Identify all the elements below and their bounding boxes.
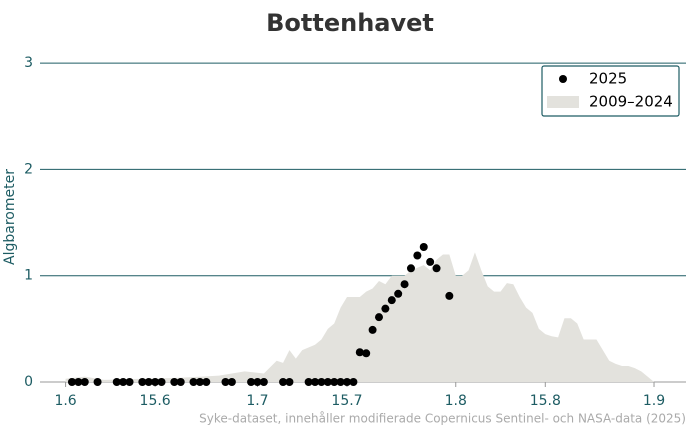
point bbox=[413, 251, 422, 260]
point bbox=[112, 378, 121, 386]
point bbox=[93, 378, 102, 386]
point bbox=[227, 378, 236, 386]
legend-label: 2009–2024 bbox=[589, 93, 673, 111]
x-tick-label: 1.6 bbox=[54, 393, 76, 409]
y-tick-label: 0 bbox=[24, 374, 33, 390]
point bbox=[432, 264, 441, 273]
point bbox=[247, 378, 256, 386]
area bbox=[65, 252, 655, 382]
point bbox=[202, 378, 211, 386]
point bbox=[304, 378, 313, 386]
point bbox=[253, 378, 262, 386]
point bbox=[221, 378, 230, 386]
point bbox=[330, 378, 339, 386]
point bbox=[381, 304, 390, 313]
point bbox=[374, 313, 383, 322]
y-tick-label: 1 bbox=[24, 268, 33, 284]
point bbox=[323, 378, 332, 386]
point bbox=[151, 378, 160, 386]
chart-title: Bottenhavet bbox=[266, 9, 434, 37]
legend-marker bbox=[559, 75, 567, 83]
point bbox=[189, 378, 198, 386]
point bbox=[317, 378, 326, 386]
point bbox=[144, 378, 153, 386]
x-tick-label: 1.7 bbox=[246, 393, 268, 409]
x-tick-label: 1.9 bbox=[643, 393, 665, 409]
x-tick-label: 15.8 bbox=[530, 393, 561, 409]
point bbox=[259, 378, 268, 386]
legend-label: 2025 bbox=[589, 70, 627, 88]
point bbox=[170, 378, 179, 386]
point bbox=[176, 378, 185, 386]
point bbox=[349, 378, 358, 386]
x-tick-label: 1.8 bbox=[445, 393, 467, 409]
point bbox=[279, 378, 288, 386]
plot-area bbox=[65, 252, 655, 382]
point bbox=[419, 243, 428, 252]
point bbox=[343, 378, 352, 386]
point bbox=[400, 280, 409, 289]
y-tick-label: 2 bbox=[24, 161, 33, 177]
point bbox=[157, 378, 166, 386]
point bbox=[125, 378, 134, 386]
point bbox=[362, 349, 371, 358]
point bbox=[138, 378, 147, 386]
source: Syke-dataset, innehåller modifierade Cop… bbox=[199, 412, 686, 426]
point bbox=[285, 378, 294, 386]
point bbox=[387, 296, 396, 305]
point bbox=[426, 257, 435, 266]
point bbox=[311, 378, 320, 386]
point bbox=[74, 378, 83, 386]
point bbox=[195, 378, 204, 386]
x-tick-label: 15.7 bbox=[331, 393, 362, 409]
y-tick-label: 3 bbox=[24, 55, 33, 71]
point bbox=[355, 348, 364, 357]
point bbox=[445, 291, 454, 300]
point bbox=[119, 378, 128, 386]
point bbox=[368, 325, 377, 334]
point bbox=[67, 378, 76, 386]
x-tick-label: 15.6 bbox=[140, 393, 171, 409]
point bbox=[336, 378, 345, 386]
point bbox=[80, 378, 89, 386]
point bbox=[394, 289, 403, 298]
y-axis-label: Algbarometer bbox=[2, 169, 18, 265]
point bbox=[406, 264, 415, 273]
legend-marker bbox=[547, 96, 579, 108]
